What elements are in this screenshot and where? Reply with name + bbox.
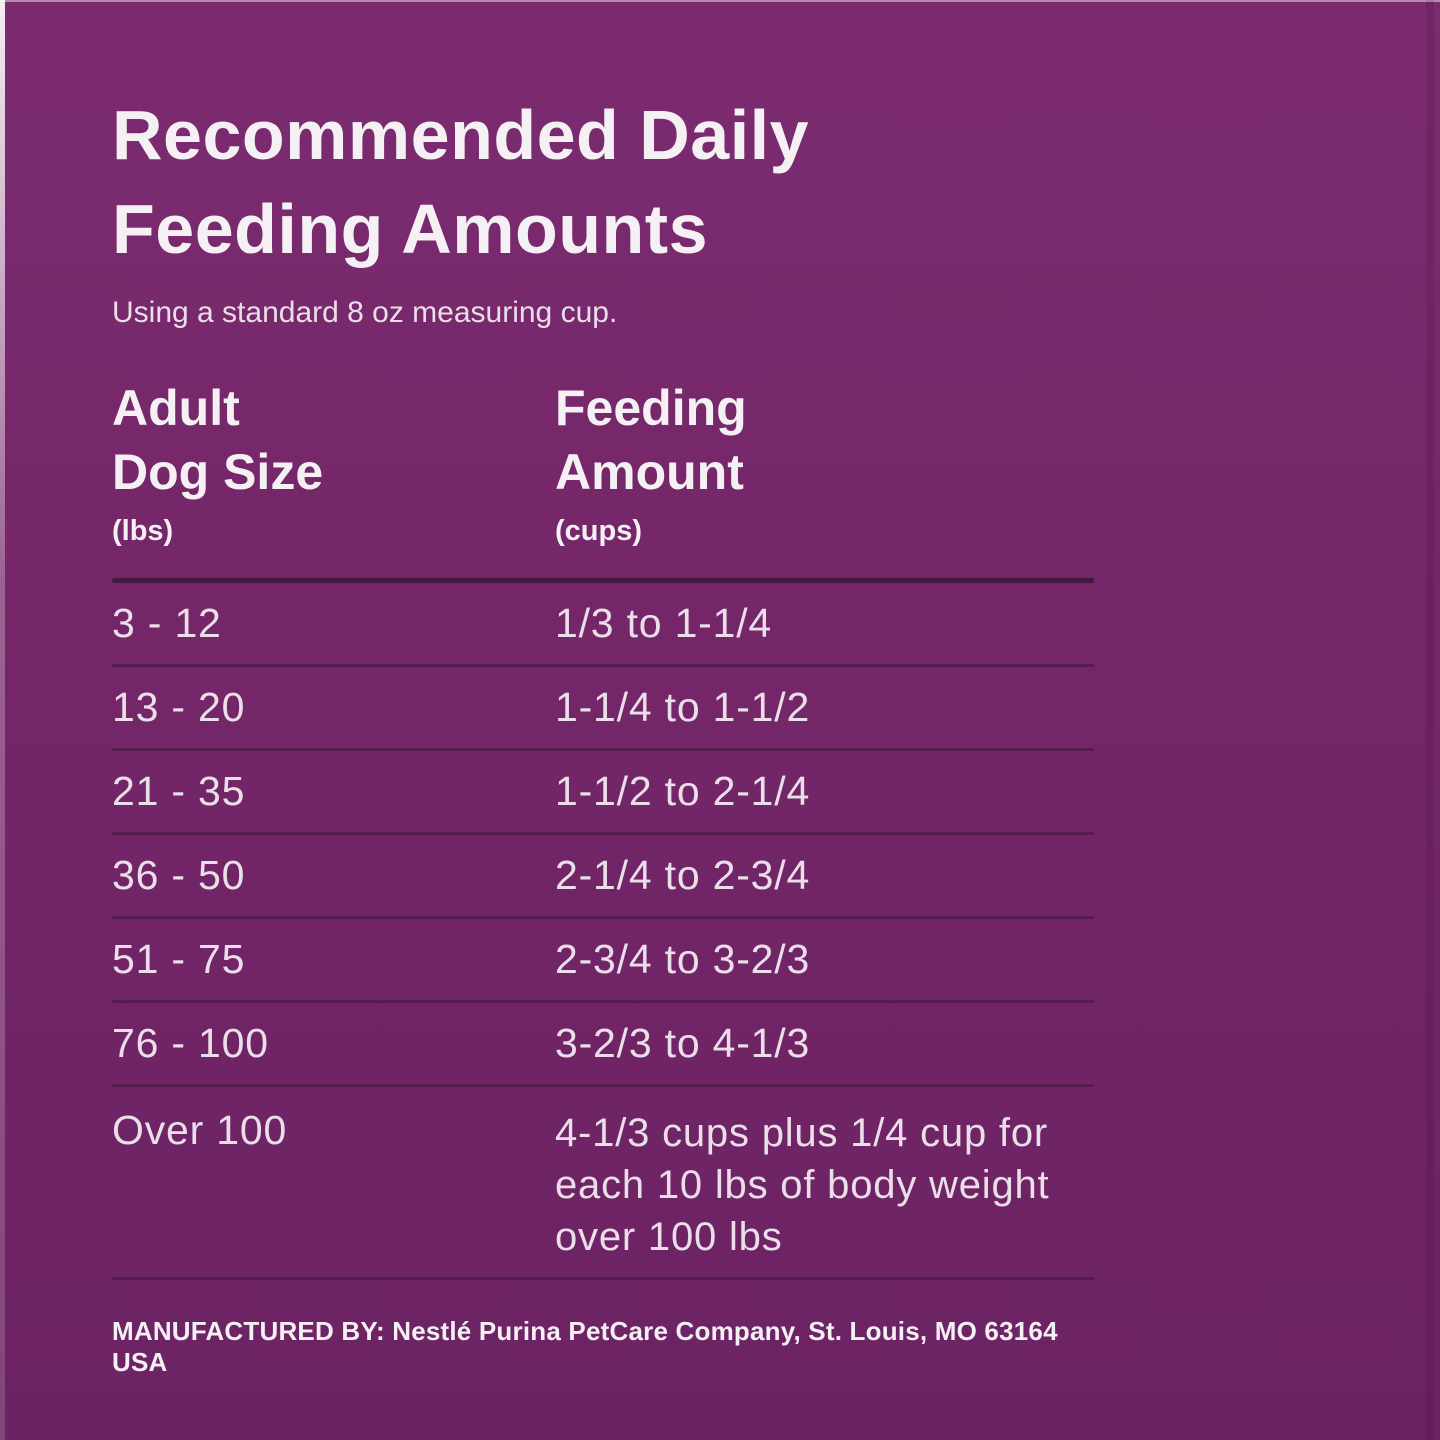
feeding-amount-cell: 3-2/3 to 4-1/3 bbox=[555, 1020, 811, 1066]
column-unit-lbs: (lbs) bbox=[112, 515, 174, 547]
column-header-feeding-amount: Feeding Amount (cups) bbox=[555, 376, 1094, 548]
manufacturer-note: MANUFACTURED BY: Nestlé Purina PetCare C… bbox=[112, 1316, 1058, 1377]
feeding-amount-cell: 2-3/4 to 3-2/3 bbox=[555, 936, 811, 982]
column-title-feeding-amount-line2: Amount bbox=[555, 444, 744, 500]
table-header-divider bbox=[112, 578, 1094, 583]
page-title-line2: Feeding Amounts bbox=[112, 190, 709, 268]
photo-left-edge bbox=[0, 0, 5, 1440]
column-header-dog-size: Adult Dog Size (lbs) bbox=[112, 376, 555, 548]
column-unit-cups: (cups) bbox=[555, 515, 642, 547]
table-row: 21 - 35 1-1/2 to 2-1/4 bbox=[112, 751, 1094, 835]
column-title-dog-size-line1: Adult bbox=[112, 380, 240, 436]
page-title-line1: Recommended Daily bbox=[112, 96, 810, 174]
feeding-amount-cell: 2-1/4 to 2-3/4 bbox=[555, 852, 811, 898]
dog-size-cell: 36 - 50 bbox=[112, 852, 246, 898]
column-title-feeding-amount: Feeding Amount bbox=[555, 376, 1094, 504]
feeding-amount-cell: 1/3 to 1-1/4 bbox=[555, 600, 773, 646]
column-title-dog-size-line2: Dog Size bbox=[112, 444, 324, 500]
photo-top-edge bbox=[0, 0, 1440, 2]
dog-size-cell: Over 100 bbox=[112, 1107, 288, 1153]
column-title-feeding-amount-line1: Feeding bbox=[555, 380, 747, 436]
feeding-amount-cell: 1-1/4 to 1-1/2 bbox=[555, 684, 811, 730]
page-title: Recommended Daily Feeding Amounts bbox=[112, 88, 1440, 276]
dog-size-cell: 51 - 75 bbox=[112, 936, 246, 982]
photo-right-shadow bbox=[1426, 0, 1434, 1440]
table-row: 76 - 100 3-2/3 to 4-1/3 bbox=[112, 1003, 1094, 1087]
feeding-amount-cell: 4-1/3 cups plus 1/4 cup for each 10 lbs … bbox=[555, 1111, 1050, 1259]
table-row: 51 - 75 2-3/4 to 3-2/3 bbox=[112, 919, 1094, 1003]
table-row: 13 - 20 1-1/4 to 1-1/2 bbox=[112, 667, 1094, 751]
feeding-amount-cell: 1-1/2 to 2-1/4 bbox=[555, 768, 811, 814]
dog-size-cell: 13 - 20 bbox=[112, 684, 246, 730]
dog-size-cell: 76 - 100 bbox=[112, 1020, 269, 1066]
dog-size-cell: 3 - 12 bbox=[112, 600, 222, 646]
dog-size-cell: 21 - 35 bbox=[112, 768, 246, 814]
feeding-table: Adult Dog Size (lbs) Feeding Amount (cup… bbox=[112, 376, 1094, 1280]
table-row: 36 - 50 2-1/4 to 2-3/4 bbox=[112, 835, 1094, 919]
column-title-dog-size: Adult Dog Size bbox=[112, 376, 555, 504]
table-column-headers: Adult Dog Size (lbs) Feeding Amount (cup… bbox=[112, 376, 1094, 548]
table-row: 3 - 12 1/3 to 1-1/4 bbox=[112, 583, 1094, 667]
table-row: Over 100 4-1/3 cups plus 1/4 cup for eac… bbox=[112, 1087, 1094, 1280]
subtitle: Using a standard 8 oz measuring cup. bbox=[112, 296, 618, 329]
